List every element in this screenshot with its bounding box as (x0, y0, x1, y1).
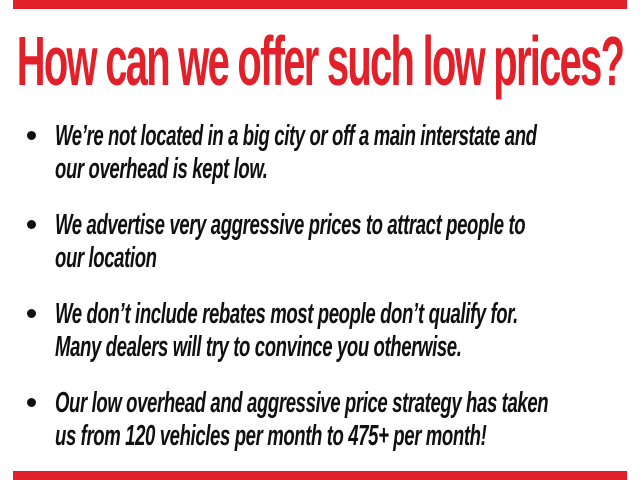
bullet-line: We’re not located in a big city or off a… (55, 120, 537, 152)
list-item: We’re not located in a big city or off a… (0, 120, 640, 186)
title-container: How can we offer such low prices? (0, 26, 640, 96)
bullet-dot-icon (27, 131, 36, 140)
list-item: We don’t include rebates most people don… (0, 298, 640, 364)
page-title: How can we offer such low prices? (16, 22, 625, 100)
bullet-line: our overhead is kept low. (55, 153, 268, 185)
top-red-bar (13, 0, 627, 9)
bullet-dot-icon (27, 309, 36, 318)
bullet-list: We’re not located in a big city or off a… (0, 120, 640, 476)
bottom-red-bar (13, 471, 627, 480)
bullet-line: We don’t include rebates most people don… (55, 298, 518, 330)
bullet-text: We’re not located in a big city or off a… (55, 120, 537, 186)
bullet-dot-icon (27, 398, 36, 407)
bullet-line: We advertise very aggressive prices to a… (55, 209, 526, 241)
bullet-line: Our low overhead and aggressive price st… (55, 387, 549, 419)
bullet-line: us from 120 vehicles per month to 475+ p… (55, 420, 487, 452)
bullet-text: We advertise very aggressive prices to a… (55, 209, 526, 275)
bullet-line: Many dealers will try to convince you ot… (55, 331, 462, 363)
list-item: Our low overhead and aggressive price st… (0, 387, 640, 453)
bullet-text: We don’t include rebates most people don… (55, 298, 518, 364)
bullet-text: Our low overhead and aggressive price st… (55, 387, 549, 453)
bullet-dot-icon (27, 220, 36, 229)
bullet-line: our location (55, 242, 157, 274)
list-item: We advertise very aggressive prices to a… (0, 209, 640, 275)
